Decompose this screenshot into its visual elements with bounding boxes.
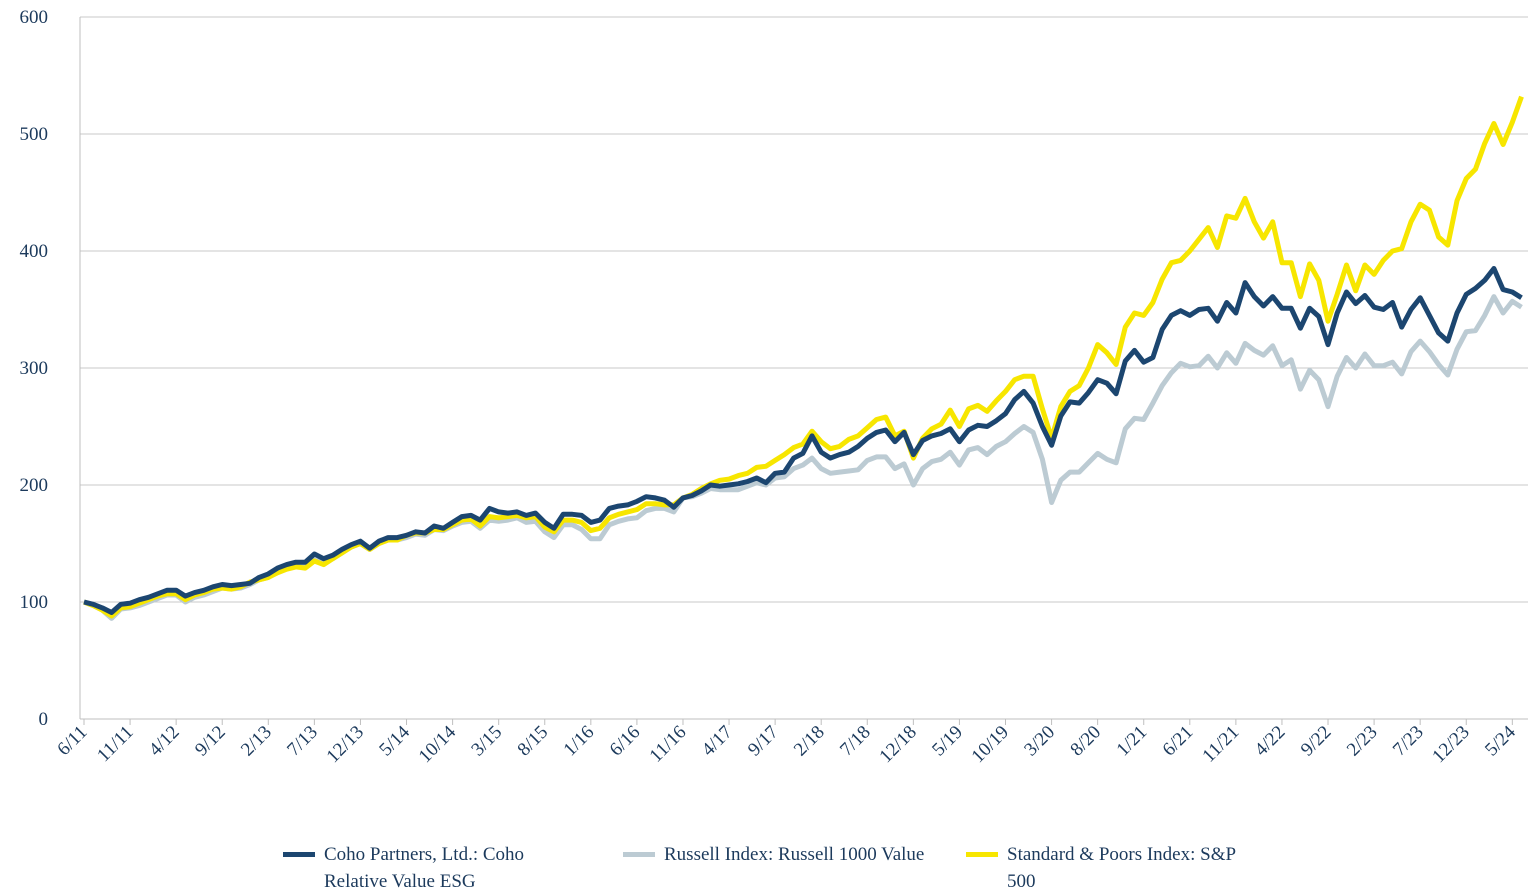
x-tick-label: 5/24 xyxy=(1481,721,1520,760)
x-tick-label: 3/20 xyxy=(1020,722,1059,761)
x-tick-label: 1/16 xyxy=(560,722,599,761)
x-tick-label: 7/18 xyxy=(836,722,875,761)
x-tick-label: 9/17 xyxy=(744,722,783,761)
legend-item: Standard & Poors Index: S&P 500 xyxy=(966,841,1247,895)
series-line xyxy=(83,95,1524,619)
legend-swatch xyxy=(623,852,655,857)
series-line xyxy=(83,266,1523,615)
x-tick-label: 5/14 xyxy=(375,721,414,760)
y-tick-label: 0 xyxy=(39,709,49,730)
y-tick-label: 100 xyxy=(20,592,49,613)
x-tick-label: 8/20 xyxy=(1066,722,1105,761)
x-tick-label: 2/18 xyxy=(790,722,829,761)
legend-label: Coho Partners, Ltd.: Coho Relative Value… xyxy=(324,844,525,892)
x-tick-label: 3/15 xyxy=(467,722,506,761)
x-tick-label: 4/17 xyxy=(698,722,737,761)
x-tick-label: 10/14 xyxy=(415,721,461,767)
legend-item: Coho Partners, Ltd.: Coho Relative Value… xyxy=(283,841,574,895)
x-tick-label: 7/23 xyxy=(1389,722,1428,761)
legend-label: Russell Index: Russell 1000 Value xyxy=(664,844,925,865)
x-tick-label: 9/22 xyxy=(1297,722,1336,761)
series-line xyxy=(83,294,1523,621)
x-tick-label: 6/21 xyxy=(1159,722,1198,761)
x-tick-label: 12/18 xyxy=(875,722,920,767)
x-tick-label: 5/19 xyxy=(928,722,967,761)
x-tick-label: 7/13 xyxy=(283,722,322,761)
x-tick-label: 12/13 xyxy=(323,722,368,767)
chart: 0 100 200 300 400 500 600 6/11 11/11 4/12 9/12 2/13… xyxy=(20,7,1528,767)
y-tick-label: 600 xyxy=(20,7,49,28)
x-tick-label: 8/15 xyxy=(514,722,553,761)
legend-swatch xyxy=(283,852,315,857)
legend-swatch xyxy=(966,852,998,857)
y-tick-label: 500 xyxy=(20,124,49,145)
x-tick-label: 9/12 xyxy=(191,722,230,761)
x-tick-label: 4/22 xyxy=(1251,722,1290,761)
legend-item: Russell Index: Russell 1000 Value xyxy=(623,841,994,868)
x-tick-label: 6/16 xyxy=(606,722,645,761)
y-tick-label: 400 xyxy=(20,241,49,262)
y-tick-label: 200 xyxy=(20,475,49,496)
x-tick-label: 11/16 xyxy=(646,722,691,767)
x-tick-label: 11/21 xyxy=(1198,722,1243,767)
x-tick-label: 12/23 xyxy=(1428,722,1473,767)
y-tick-label: 300 xyxy=(20,358,49,379)
legend-label: Standard & Poors Index: S&P 500 xyxy=(1007,844,1236,892)
x-tick-label: 11/11 xyxy=(93,722,137,766)
x-tick-label: 2/23 xyxy=(1343,722,1382,761)
x-tick-label: 2/13 xyxy=(237,722,276,761)
x-tick-label: 1/21 xyxy=(1113,722,1152,761)
x-tick-label: 6/11 xyxy=(53,722,91,760)
x-tick-label: 10/19 xyxy=(968,722,1013,767)
x-tick-label: 4/12 xyxy=(145,722,184,761)
